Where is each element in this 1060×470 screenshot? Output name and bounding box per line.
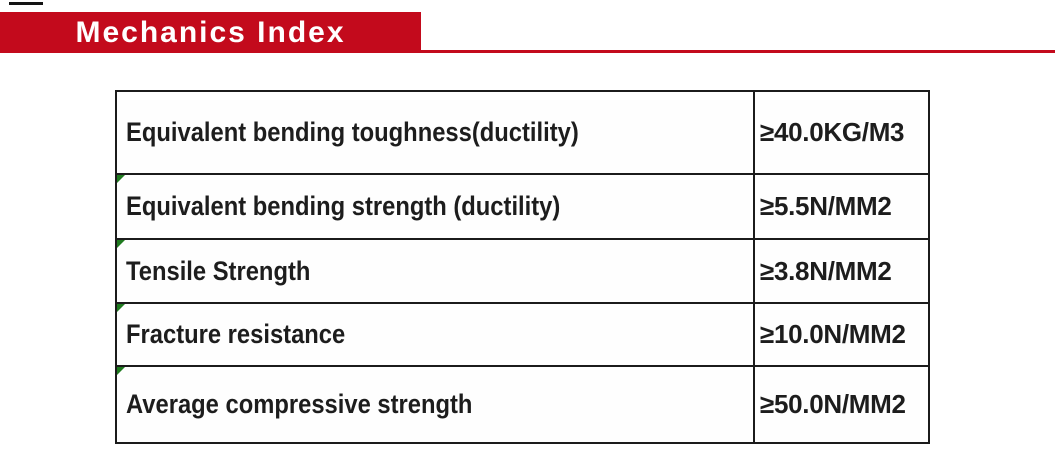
spec-name-label: Equivalent bending strength (ductility)	[126, 191, 561, 221]
spec-name-cell: Fracture resistance	[115, 302, 755, 367]
spec-table: Equivalent bending toughness(ductility) ≥…	[115, 90, 930, 444]
table-row: Equivalent bending strength (ductility) ≥…	[115, 173, 930, 240]
spec-value-label: ≥10.0N/MM2	[760, 319, 906, 349]
table-row: Tensile Strength ≥3.8N/MM2	[115, 238, 930, 304]
spec-value-label: ≥5.5N/MM2	[760, 191, 892, 221]
spec-value-label: ≥40.0KG/M3	[760, 117, 905, 147]
table-row: Fracture resistance ≥10.0N/MM2	[115, 302, 930, 367]
spec-value-cell: ≥5.5N/MM2	[753, 173, 930, 240]
corner-marker-icon	[117, 175, 125, 183]
spec-name-cell: Average compressive strength	[115, 365, 755, 444]
corner-marker-icon	[117, 304, 125, 312]
spec-value-cell: ≥40.0KG/M3	[753, 90, 930, 175]
spec-value-label: ≥3.8N/MM2	[760, 255, 892, 286]
spec-name-label: Fracture resistance	[126, 319, 346, 349]
corner-marker-icon	[117, 240, 125, 248]
spec-value-cell: ≥50.0N/MM2	[753, 365, 930, 444]
spec-value-label: ≥50.0N/MM2	[760, 389, 906, 419]
spec-name-label: Equivalent bending toughness(ductility)	[126, 117, 579, 147]
spec-name-label: Tensile Strength	[126, 255, 311, 286]
spec-value-cell: ≥10.0N/MM2	[753, 302, 930, 367]
spec-name-cell: Tensile Strength	[115, 238, 755, 304]
spec-name-cell: Equivalent bending toughness(ductility)	[115, 90, 755, 175]
red-divider-line	[421, 50, 1055, 53]
title-banner: Mechanics Index	[0, 12, 421, 53]
spec-name-label: Average compressive strength	[126, 389, 473, 419]
corner-marker-icon	[117, 367, 125, 375]
table-row: Equivalent bending toughness(ductility) ≥…	[115, 90, 930, 175]
spec-value-cell: ≥3.8N/MM2	[753, 238, 930, 304]
spec-table-body: Equivalent bending toughness(ductility) ≥…	[115, 90, 930, 444]
spec-name-cell: Equivalent bending strength (ductility)	[115, 173, 755, 240]
top-accent-line	[9, 2, 43, 5]
page-title: Mechanics Index	[75, 15, 346, 49]
table-row: Average compressive strength ≥50.0N/MM2	[115, 365, 930, 444]
